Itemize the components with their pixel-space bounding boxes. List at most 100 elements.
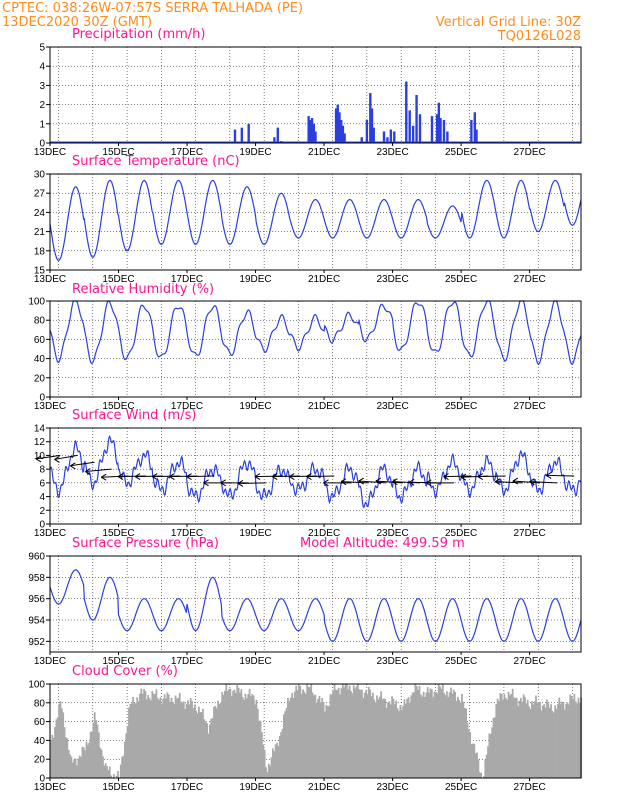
cloud-bar xyxy=(86,744,89,778)
cloud-bar xyxy=(441,684,444,778)
x-tick-label: 27DEC xyxy=(513,274,545,285)
wind-arrow-head xyxy=(169,476,175,481)
precip-bar xyxy=(314,131,317,143)
cloud-bar xyxy=(89,731,92,778)
cloud-bar xyxy=(180,701,182,778)
cloud-bar xyxy=(330,694,333,778)
cloud-bar xyxy=(387,702,389,778)
cloud-bar xyxy=(308,687,311,778)
cloud-bar xyxy=(373,699,376,778)
wind-arrow-head xyxy=(460,476,467,481)
cloud-bar xyxy=(326,706,329,778)
cloud-bar xyxy=(484,759,487,778)
cloud-bar xyxy=(226,691,229,778)
wind-arrow-head xyxy=(85,471,91,475)
cloud-bar xyxy=(215,708,218,778)
cloud-bar xyxy=(106,766,108,778)
cloud-bar xyxy=(358,689,361,778)
cloud-bar xyxy=(289,697,292,778)
cloud-bar xyxy=(510,693,513,778)
x-tick-label: 17DEC xyxy=(171,782,203,793)
cloud-bar xyxy=(452,689,455,778)
panel-title: Precipitation (mm/h) xyxy=(72,27,205,42)
cloud-bar xyxy=(150,700,152,778)
cloud-bar xyxy=(504,698,507,778)
cloud-bar xyxy=(170,697,173,778)
y-tick-label: 960 xyxy=(28,552,45,563)
cloud-bar xyxy=(125,733,128,778)
cloud-bar xyxy=(122,755,125,778)
cloud-bar xyxy=(251,694,254,778)
panel-frame xyxy=(49,427,582,525)
cloud-bar xyxy=(104,763,107,778)
cloud-bar xyxy=(406,698,409,778)
cloud-bar xyxy=(448,692,451,778)
wind-arrow-shaft xyxy=(358,480,386,484)
cloud-bar xyxy=(422,691,425,778)
y-tick-label: 27 xyxy=(34,189,46,200)
cloud-bar xyxy=(502,699,504,778)
panel-title: Cloud Cover (%) xyxy=(72,664,178,679)
wind-arrow-head xyxy=(512,480,519,485)
cloud-bar xyxy=(288,701,291,778)
cloud-bar xyxy=(525,703,528,778)
cloud-bar xyxy=(258,720,261,778)
cloud-bar xyxy=(345,684,348,778)
x-tick-label: 13DEC xyxy=(34,656,66,667)
panel-frame xyxy=(49,555,582,653)
wind-arrow-head xyxy=(169,473,175,478)
x-tick-label: 17DEC xyxy=(171,274,203,285)
cloud-bar xyxy=(266,772,269,778)
header-grid-line: Vertical Grid Line: 30Z xyxy=(436,15,581,30)
y-tick-label: 15 xyxy=(34,266,46,277)
cloud-bar xyxy=(152,693,155,778)
precip-bar xyxy=(339,119,343,143)
cloud-bar xyxy=(372,692,374,778)
precip-bar xyxy=(430,116,434,143)
wind-arrow-head xyxy=(512,477,519,482)
cloud-bar xyxy=(541,705,544,778)
cloud-bar xyxy=(578,702,581,778)
y-tick-label: 12 xyxy=(34,437,46,448)
x-tick-label: 23DEC xyxy=(376,656,408,667)
cloud-bar xyxy=(214,705,217,778)
cloud-bar xyxy=(74,758,77,778)
cloud-bar xyxy=(424,696,426,778)
cloud-bar xyxy=(169,702,171,778)
cloud-bar xyxy=(159,697,162,778)
cloud-bar xyxy=(499,693,502,778)
x-tick-label: 23DEC xyxy=(376,782,408,793)
cloud-bar xyxy=(425,692,428,778)
cloud-bar xyxy=(548,707,551,778)
cloud-bar xyxy=(366,694,369,778)
cloud-bar xyxy=(348,685,351,778)
cloud-bar xyxy=(418,686,421,778)
cloud-bar xyxy=(439,686,441,778)
cloud-bar xyxy=(144,691,147,778)
cloud-bar xyxy=(203,719,206,778)
wind-arrow-head xyxy=(529,478,535,483)
cloud-bar xyxy=(192,708,195,778)
series-line-temp xyxy=(49,179,582,261)
cloud-bar xyxy=(54,727,56,778)
precip-bar xyxy=(435,114,439,143)
wind-arrow-shaft xyxy=(70,461,95,467)
cloud-bar xyxy=(533,701,536,778)
wind-arrow-head xyxy=(134,473,141,478)
wind-arrow-shaft xyxy=(341,481,369,484)
wind-arrow-head xyxy=(408,478,415,483)
cloud-bar xyxy=(302,689,304,778)
panel-title: Relative Humidity (%) xyxy=(72,282,214,297)
cloud-bar xyxy=(154,694,156,778)
cloud-bar xyxy=(472,743,474,778)
cloud-bar xyxy=(526,699,529,778)
wind-arrow-shaft xyxy=(85,468,112,473)
cloud-bar xyxy=(225,684,228,778)
cloud-bar xyxy=(343,687,346,778)
cloud-bar xyxy=(77,758,80,778)
cloud-bar xyxy=(97,732,100,778)
cloud-bar xyxy=(140,688,143,778)
cloud-bar xyxy=(137,701,140,778)
cloud-bar xyxy=(121,756,124,778)
cloud-bar xyxy=(322,702,325,778)
